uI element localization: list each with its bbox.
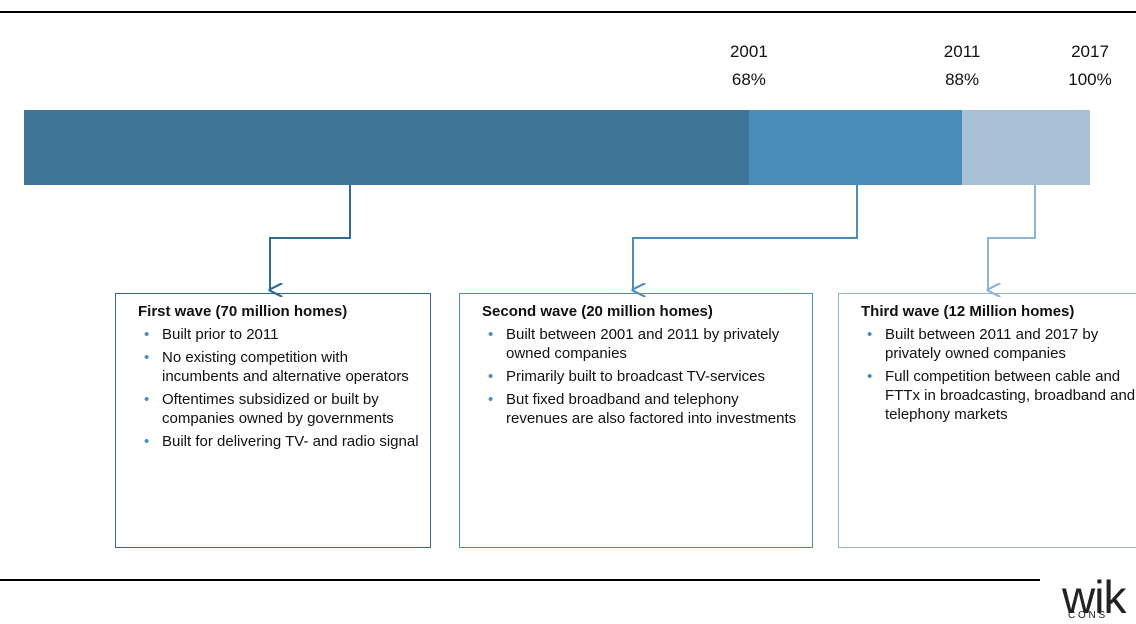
connector <box>988 185 1036 290</box>
logo-sub: C O N S <box>1068 610 1106 621</box>
bar-segment <box>962 110 1090 185</box>
percent-label: 88% <box>945 70 980 89</box>
percent-label: 100% <box>1068 70 1112 89</box>
bullet: Built for delivering TV- and radio signa… <box>144 432 420 451</box>
wave-box: Third wave (12 Million homes) Built betwe… <box>838 293 1136 548</box>
bottom-rule <box>0 579 1040 581</box>
year-label: 2011 <box>943 42 981 61</box>
bar-segment <box>748 110 963 185</box>
wave-box: First wave (70 million homes) Built prior… <box>115 293 431 548</box>
bullet: Oftentimes subsidized or built by compan… <box>144 390 420 428</box>
wave-title: Third wave (12 Million homes) <box>861 303 1075 320</box>
bullet: No existing competition with incumbents … <box>144 348 420 386</box>
bullet-list: Built prior to 2011 No existing competiti… <box>138 325 420 451</box>
bullet-list: Built between 2011 and 2017 by privately… <box>861 325 1136 424</box>
logo: wik <box>1062 571 1126 623</box>
wave-title: First wave (70 million homes) <box>138 303 348 320</box>
bullet-list: Built between 2001 and 2011 by privately… <box>482 325 802 428</box>
bullet: Built prior to 2011 <box>144 325 420 344</box>
bullet: Built between 2001 and 2011 by privately… <box>488 325 802 363</box>
percent-label: 68% <box>731 70 766 89</box>
connector <box>633 185 858 290</box>
top-rule <box>0 11 1136 13</box>
connector <box>270 185 351 290</box>
bullet: Built between 2011 and 2017 by privately… <box>867 325 1136 363</box>
year-label: 2017 <box>1071 42 1109 61</box>
wave-box: Second wave (20 million homes) Built betw… <box>459 293 813 548</box>
wave-title: Second wave (20 million homes) <box>482 303 713 320</box>
bullet: Primarily built to broadcast TV-services <box>488 367 802 386</box>
bar-segment <box>24 110 749 185</box>
bullet: Full competition between cable and FTTx … <box>867 367 1136 424</box>
year-label: 2001 <box>729 42 768 61</box>
bullet: But fixed broadband and telephony revenu… <box>488 390 802 428</box>
